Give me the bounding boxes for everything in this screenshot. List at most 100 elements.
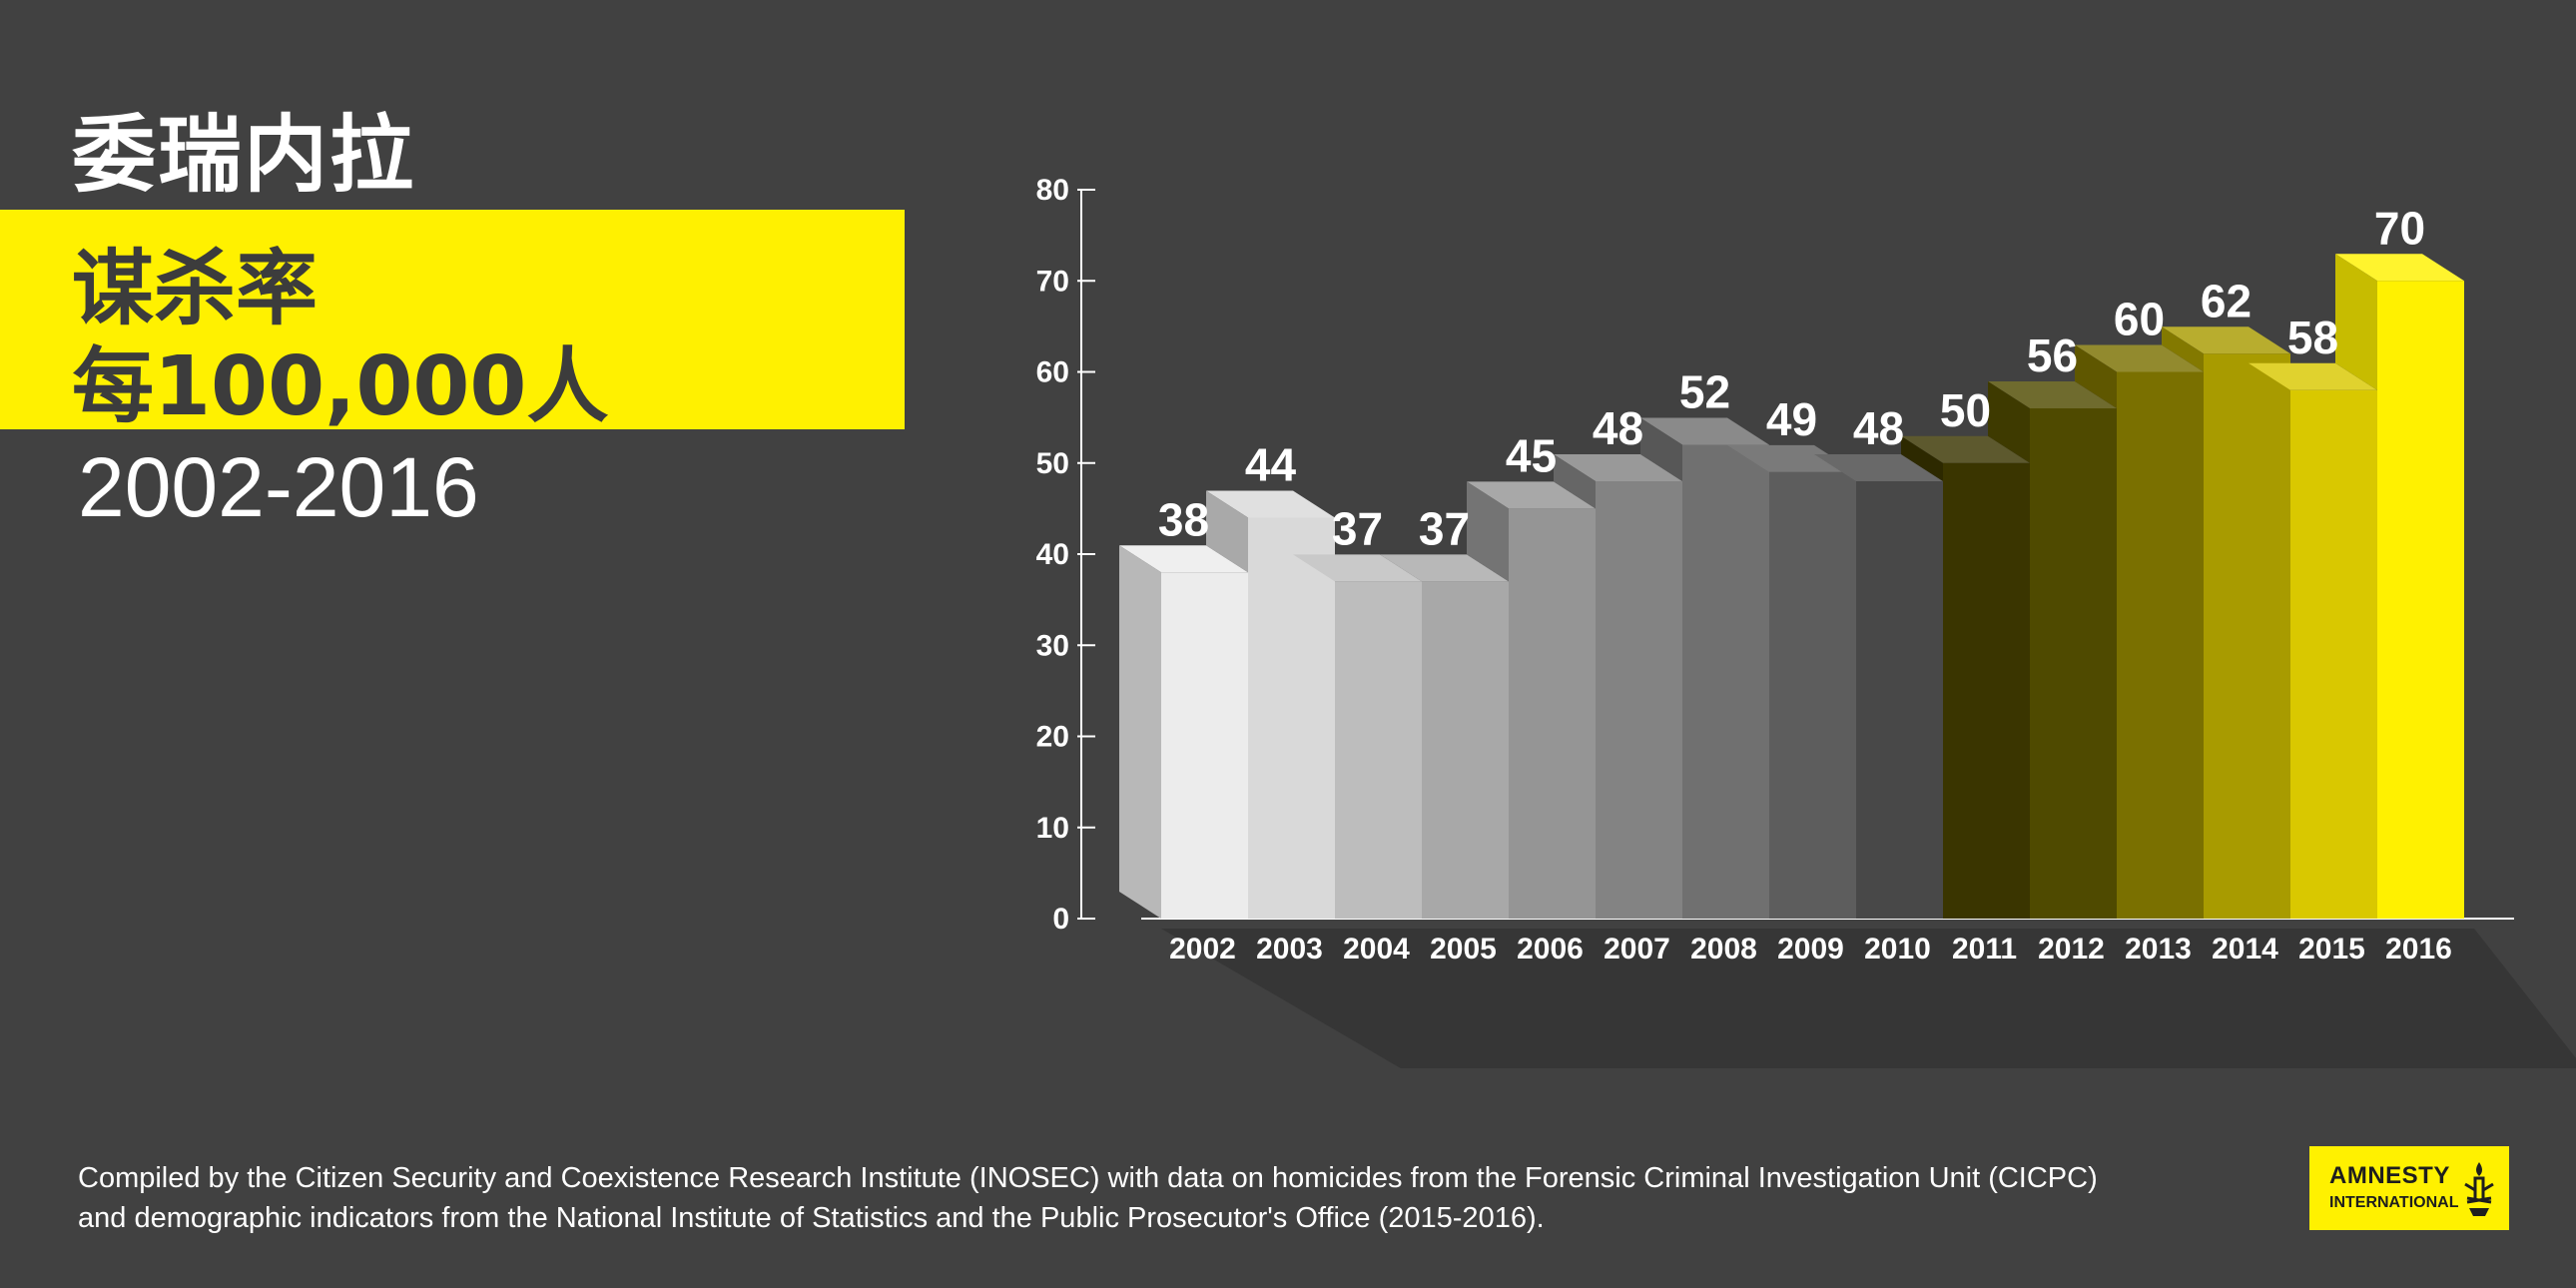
- category-label-2010: 2010: [1864, 933, 1931, 966]
- bar-side-2012: [1988, 381, 2030, 463]
- bar-2015: [2249, 362, 2377, 919]
- bar-2004: [1293, 554, 1422, 919]
- bar-front-2008: [1682, 444, 1769, 919]
- year-range: 2002-2016: [78, 440, 479, 534]
- logo-line-1: AMNESTY: [2329, 1162, 2450, 1189]
- bar-front-2016: [2377, 281, 2464, 919]
- source-line-2: and demographic indicators from the Nati…: [78, 1202, 1545, 1234]
- country-title: 委瑞内拉: [72, 106, 416, 204]
- chart-shadow-shape: [1161, 929, 2576, 1068]
- bar-side-2014: [2162, 326, 2204, 372]
- bar-top-2005: [1380, 554, 1509, 582]
- category-label-2004: 2004: [1343, 933, 1410, 966]
- value-label-2004: 37: [1332, 502, 1383, 554]
- y-tick-label-10: 10: [1036, 812, 1069, 845]
- logo-line-2: INTERNATIONAL: [2329, 1194, 2459, 1211]
- value-label-2006: 45: [1506, 429, 1557, 481]
- bar-front-2011: [1943, 462, 2030, 919]
- y-tick-label-20: 20: [1036, 721, 1069, 754]
- bar-2010: [1814, 454, 1943, 919]
- chart-title-line-2: 每100,000人: [72, 339, 609, 434]
- value-label-2008: 52: [1679, 366, 1730, 418]
- y-tick-label-40: 40: [1036, 538, 1069, 571]
- bar-front-2013: [2117, 371, 2204, 919]
- bar-top-2010: [1814, 454, 1943, 481]
- bar-2007: [1554, 454, 1682, 919]
- bar-2005: [1380, 554, 1509, 919]
- amnesty-logo: AMNESTY INTERNATIONAL: [2309, 1146, 2509, 1230]
- bar-2002: [1119, 545, 1248, 919]
- category-label-2008: 2008: [1690, 933, 1757, 966]
- bar-2006: [1467, 481, 1596, 919]
- bar-side-2003: [1206, 490, 1248, 573]
- bar-top-2003: [1206, 490, 1335, 518]
- bar-side-2013: [2075, 344, 2117, 408]
- y-axis: 0 10 20 30 40 50 60 70 80: [1036, 174, 2514, 936]
- value-label-2012: 56: [2027, 329, 2078, 381]
- value-label-2002: 38: [1158, 493, 1209, 545]
- value-label-2011: 50: [1940, 384, 1991, 436]
- bar-top-2008: [1640, 417, 1769, 445]
- bar-front-2006: [1509, 508, 1596, 919]
- bar-2013: [2075, 344, 2204, 919]
- bar-side-2008: [1640, 417, 1682, 481]
- bar-chart: 0 10 20 30 40 50 60 70 80 38 2002 44 2003 37 2004 37 20…: [1036, 174, 2576, 1068]
- category-label-2014: 2014: [2212, 933, 2278, 966]
- category-label-2006: 2006: [1517, 933, 1584, 966]
- bar-top-2002: [1119, 545, 1248, 573]
- y-tick-label-0: 0: [1052, 903, 1069, 936]
- bar-front-2010: [1856, 481, 1943, 919]
- bar-top-2012: [1988, 381, 2117, 408]
- bar-top-2007: [1554, 454, 1682, 481]
- value-label-2003: 44: [1245, 439, 1297, 491]
- bar-2008: [1640, 417, 1769, 919]
- category-label-2005: 2005: [1430, 933, 1497, 966]
- bar-front-2015: [2290, 389, 2377, 919]
- bar-top-2006: [1467, 481, 1596, 509]
- labels: 38 2002 44 2003 37 2004 37 2005 45 2006 48 2007 52 20…: [1158, 202, 2452, 966]
- chart-title-line-1: 谋杀率: [72, 242, 319, 336]
- bar-2016: [2335, 254, 2464, 919]
- bar-front-2007: [1596, 481, 1682, 919]
- bar-front-2014: [2204, 353, 2290, 919]
- bars: [1119, 254, 2464, 919]
- bar-side-2016: [2335, 254, 2377, 390]
- category-label-2011: 2011: [1952, 933, 2017, 966]
- y-tick-label-50: 50: [1036, 447, 1069, 480]
- category-label-2012: 2012: [2038, 933, 2105, 966]
- category-label-2013: 2013: [2125, 933, 2192, 966]
- bar-side-2002: [1119, 545, 1161, 919]
- bar-front-2012: [2030, 408, 2117, 919]
- bar-2009: [1727, 444, 1856, 919]
- bar-top-2013: [2075, 344, 2204, 372]
- category-label-2015: 2015: [2298, 933, 2365, 966]
- value-label-2015: 58: [2287, 312, 2338, 363]
- bar-front-2009: [1769, 471, 1856, 919]
- bar-front-2003: [1248, 517, 1335, 919]
- chart-shadow: [1161, 929, 2576, 1068]
- bar-top-2016: [2335, 254, 2464, 282]
- category-label-2003: 2003: [1256, 933, 1323, 966]
- bar-top-2009: [1727, 444, 1856, 472]
- value-label-2016: 70: [2374, 202, 2425, 254]
- value-label-2007: 48: [1593, 402, 1643, 454]
- bar-2011: [1901, 435, 2030, 919]
- category-label-2009: 2009: [1777, 933, 1844, 966]
- bar-front-2004: [1335, 581, 1422, 919]
- bar-front-2005: [1422, 581, 1509, 919]
- value-label-2014: 62: [2201, 275, 2252, 326]
- y-tick-label-70: 70: [1036, 265, 1069, 298]
- bar-2014: [2162, 326, 2290, 919]
- bar-side-2007: [1554, 454, 1596, 509]
- bar-front-2002: [1161, 572, 1248, 919]
- source-line-1: Compiled by the Citizen Security and Coe…: [78, 1162, 2098, 1194]
- bar-2003: [1206, 490, 1335, 919]
- category-label-2007: 2007: [1604, 933, 1670, 966]
- bar-top-2011: [1901, 435, 2030, 463]
- y-tick-label-80: 80: [1036, 174, 1069, 207]
- value-label-2010: 48: [1853, 402, 1904, 454]
- category-label-2016: 2016: [2385, 933, 2452, 966]
- value-label-2009: 49: [1766, 393, 1817, 445]
- title-highlight-bar: [0, 210, 905, 429]
- candle-icon: [2464, 1162, 2494, 1216]
